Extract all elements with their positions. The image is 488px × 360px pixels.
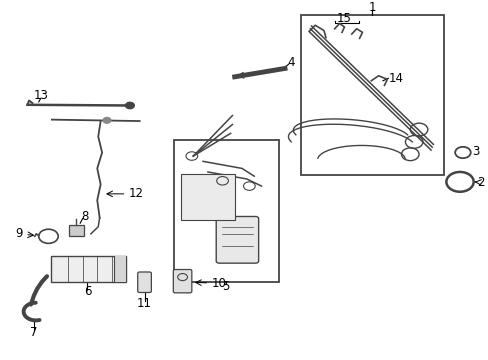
- Text: 15: 15: [336, 12, 351, 25]
- Text: 4: 4: [287, 56, 294, 69]
- Text: 9: 9: [16, 227, 23, 240]
- Text: 1: 1: [368, 1, 375, 14]
- FancyBboxPatch shape: [138, 272, 151, 292]
- Bar: [69, 225, 83, 235]
- Text: 13: 13: [33, 89, 48, 103]
- Text: 14: 14: [388, 72, 403, 85]
- Text: 8: 8: [81, 210, 88, 222]
- Circle shape: [125, 102, 134, 109]
- Text: 6: 6: [83, 285, 91, 298]
- Text: 5: 5: [222, 280, 229, 293]
- Text: 12: 12: [128, 187, 143, 201]
- Bar: [181, 174, 234, 220]
- Text: 11: 11: [137, 297, 152, 310]
- FancyBboxPatch shape: [216, 216, 258, 263]
- Bar: [51, 256, 126, 282]
- Text: 10: 10: [211, 277, 226, 290]
- Bar: [300, 15, 444, 175]
- Circle shape: [103, 117, 111, 123]
- Bar: [114, 256, 126, 282]
- Text: 3: 3: [471, 145, 479, 158]
- Text: 2: 2: [476, 176, 484, 189]
- FancyBboxPatch shape: [173, 270, 191, 293]
- Bar: [173, 140, 278, 282]
- Text: 7: 7: [30, 326, 38, 339]
